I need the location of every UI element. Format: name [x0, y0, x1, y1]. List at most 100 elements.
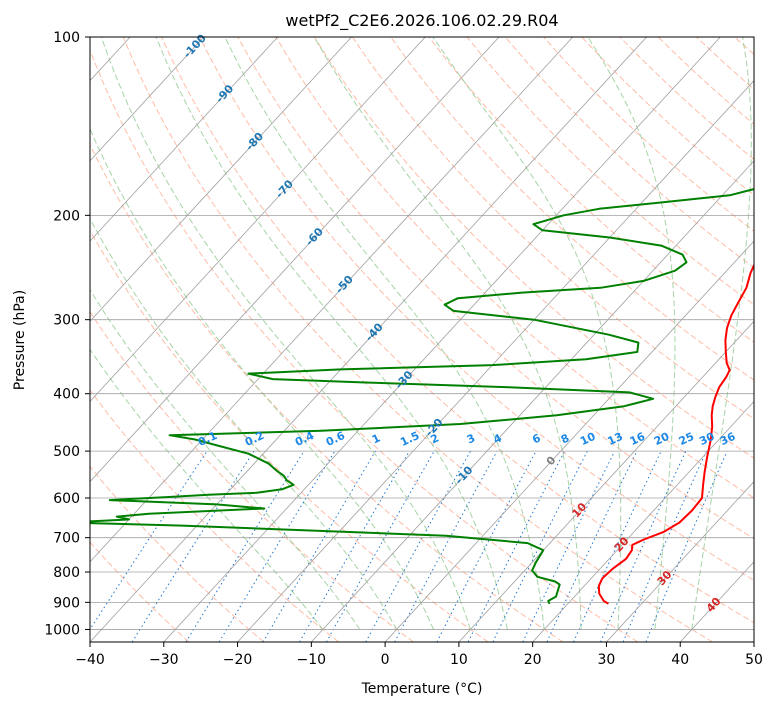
- y-tick-label: 600: [53, 491, 80, 507]
- mixing-ratio-label: 3: [465, 431, 477, 446]
- y-tick-label: 900: [53, 595, 80, 611]
- mixing-ratio-line: [394, 450, 498, 642]
- dry-adiabat-line: [90, 389, 339, 642]
- isotherm-line: [679, 561, 754, 642]
- isotherm-line: [532, 400, 754, 642]
- y-tick-label: 200: [53, 208, 80, 224]
- dry-adiabat-line: [428, 37, 754, 343]
- x-tick-label: −40: [75, 652, 105, 668]
- mixing-ratio-label: 6: [530, 431, 543, 446]
- background-lines: [90, 37, 754, 642]
- moist-adiabat-line: [313, 37, 582, 630]
- isotherm-label: -100: [181, 31, 209, 60]
- isotherm-line: [384, 240, 754, 642]
- mixing-ratio-line: [131, 450, 255, 642]
- y-tick-label: 500: [53, 444, 80, 460]
- isotherm-line: [90, 37, 500, 483]
- chart-title: wetPf2_C2E6.2026.106.02.29.R04: [285, 11, 558, 31]
- line-labels: -100-90-80-70-60-50-40-30-20-10010203040…: [181, 31, 738, 614]
- isotherm-line: [90, 37, 647, 642]
- mixing-ratio-line: [492, 450, 588, 642]
- moist-adiabat-line: [90, 288, 361, 630]
- x-tick-label: 30: [598, 652, 616, 668]
- plot-frame: [89, 36, 755, 643]
- mixing-ratio-label: 16: [628, 430, 648, 448]
- mixing-ratio-label: 20: [652, 430, 672, 448]
- dry-adiabat-line: [90, 229, 489, 642]
- y-tick-label: 300: [53, 313, 80, 329]
- x-tick-label: −30: [149, 652, 179, 668]
- y-tick-label: 100: [53, 30, 80, 46]
- moist-adiabat-line: [90, 217, 398, 630]
- isotherm-line: [90, 37, 279, 242]
- isotherm-line: [0, 37, 56, 642]
- y-axis-label: Pressure (hPa): [12, 290, 28, 390]
- x-tick-label: 40: [671, 652, 689, 668]
- x-axis: −40 −30 −20 −10 0 10 20 30 40 50: [75, 642, 763, 668]
- mixing-ratio-line: [299, 450, 410, 642]
- moist-adiabat-line: [90, 127, 434, 630]
- isotherm-line: [90, 37, 426, 403]
- dry-adiabat-line: [313, 37, 754, 459]
- dry-adiabat-line: [619, 37, 754, 161]
- mixing-ratio-label: 25: [677, 430, 696, 448]
- mixing-ratio-line: [546, 450, 638, 642]
- mixing-ratio-line: [467, 450, 566, 642]
- series-group: [90, 188, 754, 605]
- moist-adiabat-line: [155, 37, 508, 630]
- dewpoint-line: [90, 188, 754, 605]
- dry-adiabat-line: [90, 541, 190, 642]
- dry-adiabat-line: [734, 37, 754, 56]
- mixing-ratio-line: [262, 450, 377, 642]
- mixing-ratio-line: [185, 450, 305, 642]
- moist-adiabat-line: [587, 37, 676, 630]
- dry-adiabat-line: [160, 37, 754, 624]
- mixing-ratio-label: 36: [718, 430, 738, 448]
- x-tick-label: 50: [745, 652, 763, 668]
- y-tick-label: 400: [53, 387, 80, 403]
- isotherm-line: [311, 160, 754, 642]
- isotherm-line: [90, 37, 574, 563]
- dry-adiabat-line: [199, 37, 754, 581]
- mixing-ratio-line: [90, 450, 208, 631]
- x-tick-label: −20: [223, 652, 253, 668]
- dry-adiabat-line: [351, 37, 754, 420]
- isotherm-line: [90, 37, 352, 322]
- dry-adiabat-line: [90, 465, 265, 642]
- mixing-ratio-label: 1: [370, 431, 382, 446]
- y-axis: 100 200 300 400 500 600 700 800 900 1000: [44, 30, 90, 638]
- mixing-ratio-line: [645, 450, 728, 642]
- dry-adiabat-line: [581, 37, 754, 196]
- isotherm-line: [606, 481, 754, 642]
- dry-adiabat-line: [275, 37, 754, 499]
- temperature-line: [597, 262, 754, 605]
- dry-adiabat-line: [90, 143, 564, 642]
- dry-adiabat-line: [237, 37, 754, 540]
- x-tick-label: −10: [297, 652, 327, 668]
- x-tick-label: 10: [450, 652, 468, 668]
- dry-adiabat-line: [390, 37, 754, 381]
- dry-adiabat-line: [696, 37, 754, 90]
- y-tick-label: 700: [53, 531, 80, 547]
- x-tick-label: 0: [381, 652, 390, 668]
- dry-adiabat-line: [543, 37, 754, 232]
- mixing-ratio-label: 8: [559, 431, 571, 446]
- dry-adiabat-line: [504, 37, 754, 269]
- dry-adiabat-line: [90, 48, 639, 642]
- mixing-ratio-label: 13: [606, 430, 625, 448]
- mixing-ratio-label: 2: [429, 431, 441, 446]
- moist-adiabat-line: [432, 37, 622, 630]
- moist-adiabat-line: [691, 37, 752, 630]
- isotherm-line: [753, 641, 754, 642]
- dry-adiabat-line: [122, 37, 713, 642]
- y-tick-label: 1000: [44, 622, 80, 638]
- dry-adiabat-line: [466, 37, 754, 306]
- mixing-ratio-line: [522, 450, 616, 642]
- moist-adiabat-line: [100, 37, 471, 630]
- isotherm-line: [163, 37, 721, 642]
- x-axis-label: Temperature (°C): [361, 681, 483, 697]
- mixing-ratio-line: [573, 450, 662, 642]
- mixing-ratio-label: 10: [578, 430, 598, 448]
- grid-lines: [0, 37, 754, 642]
